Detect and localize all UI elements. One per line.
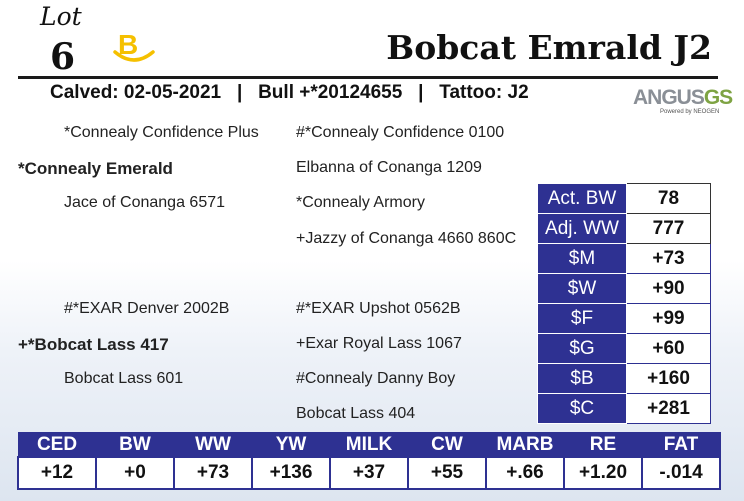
pedigree-dam-dam-dam: Bobcat Lass 404: [296, 405, 416, 422]
pedigree-dam-dam: Bobcat Lass 601: [64, 370, 184, 387]
pedigree-sire-dam-dam: +Jazzy of Conanga 4660 860C: [296, 230, 517, 247]
epd-header: MARB: [485, 432, 565, 458]
angus-gs-logo: ANGUSGS: [633, 86, 733, 109]
epd-value: -.014: [641, 456, 721, 490]
pedigree-sire-dam-sire: *Connealy Armory: [296, 194, 425, 211]
performance-label: Act. BW: [537, 183, 627, 214]
table-row: $C +281: [537, 393, 711, 424]
pedigree-dam-dam-sire: #Connealy Danny Boy: [296, 370, 456, 387]
table-row: $G +60: [537, 333, 711, 364]
table-row: $M +73: [537, 243, 711, 274]
epd-value: +.66: [485, 456, 565, 490]
epd-header: YW: [251, 432, 331, 458]
pedigree-sire-sire-dam: Elbanna of Conanga 1209: [296, 159, 482, 176]
epd-header: WW: [173, 432, 253, 458]
epd-value: +73: [173, 456, 253, 490]
dollar-index-value: +281: [626, 393, 711, 424]
pedigree-sire: *Connealy Emerald: [18, 159, 173, 178]
dollar-index-value: +90: [626, 273, 711, 304]
dollar-index-label: $G: [537, 333, 627, 364]
epd-value: +0: [95, 456, 175, 490]
table-row: $B +160: [537, 363, 711, 394]
pedigree-dam-sire-sire: #*EXAR Upshot 0562B: [296, 300, 461, 317]
brand-icon: B: [112, 29, 156, 66]
pedigree-dam: +*Bobcat Lass 417: [18, 335, 169, 354]
epd-table: CED BW WW YW MILK CW MARB RE FAT +12 +0 …: [17, 432, 721, 490]
svg-text:B: B: [118, 30, 138, 60]
table-row: $W +90: [537, 273, 711, 304]
epd-value: +12: [17, 456, 97, 490]
dollar-index-label: $M: [537, 243, 627, 274]
animal-name: Bobcat Emrald J2: [386, 28, 712, 67]
dollar-index-label: $B: [537, 363, 627, 394]
dollar-index-value: +73: [626, 243, 711, 274]
epd-header: MILK: [329, 432, 409, 458]
table-row: Adj. WW 777: [537, 213, 711, 244]
performance-value: 78: [626, 183, 711, 214]
epd-header: CW: [407, 432, 487, 458]
epd-header: RE: [563, 432, 643, 458]
table-row: $F +99: [537, 303, 711, 334]
dollar-index-value: +60: [626, 333, 711, 364]
dollar-index-label: $C: [537, 393, 627, 424]
pedigree-sire-dam: Jace of Conanga 6571: [64, 194, 226, 211]
performance-value: 777: [626, 213, 711, 244]
performance-table: Act. BW 78 Adj. WW 777 $M +73 $W +90 $F +99 $…: [537, 183, 711, 424]
pedigree-dam-sire-dam: +Exar Royal Lass 1067: [296, 335, 462, 352]
dollar-index-value: +160: [626, 363, 711, 394]
lot-label: Lot: [40, 2, 82, 31]
pedigree-sire-sire-sire: #*Connealy Confidence 0100: [296, 124, 505, 141]
pedigree-dam-sire: #*EXAR Denver 2002B: [64, 300, 230, 317]
epd-value: +136: [251, 456, 331, 490]
performance-label: Adj. WW: [537, 213, 627, 244]
epd-header: BW: [95, 432, 175, 458]
pedigree-sire-sire: *Connealy Confidence Plus: [64, 124, 259, 141]
title-divider: [18, 76, 718, 79]
info-line: Calved: 02-05-2021 | Bull +*20124655 | T…: [50, 82, 529, 103]
epd-value-row: +12 +0 +73 +136 +37 +55 +.66 +1.20 -.014: [17, 456, 721, 490]
epd-value: +1.20: [563, 456, 643, 490]
epd-header: CED: [17, 432, 97, 458]
dollar-index-label: $F: [537, 303, 627, 334]
epd-header: FAT: [641, 432, 721, 458]
angus-logo-subtitle: Powered by NEOGEN: [660, 109, 720, 115]
table-row: Act. BW 78: [537, 183, 711, 214]
epd-value: +55: [407, 456, 487, 490]
dollar-index-value: +99: [626, 303, 711, 334]
epd-value: +37: [329, 456, 409, 490]
epd-header-row: CED BW WW YW MILK CW MARB RE FAT: [17, 432, 721, 458]
lot-number: 6: [50, 36, 76, 78]
dollar-index-label: $W: [537, 273, 627, 304]
